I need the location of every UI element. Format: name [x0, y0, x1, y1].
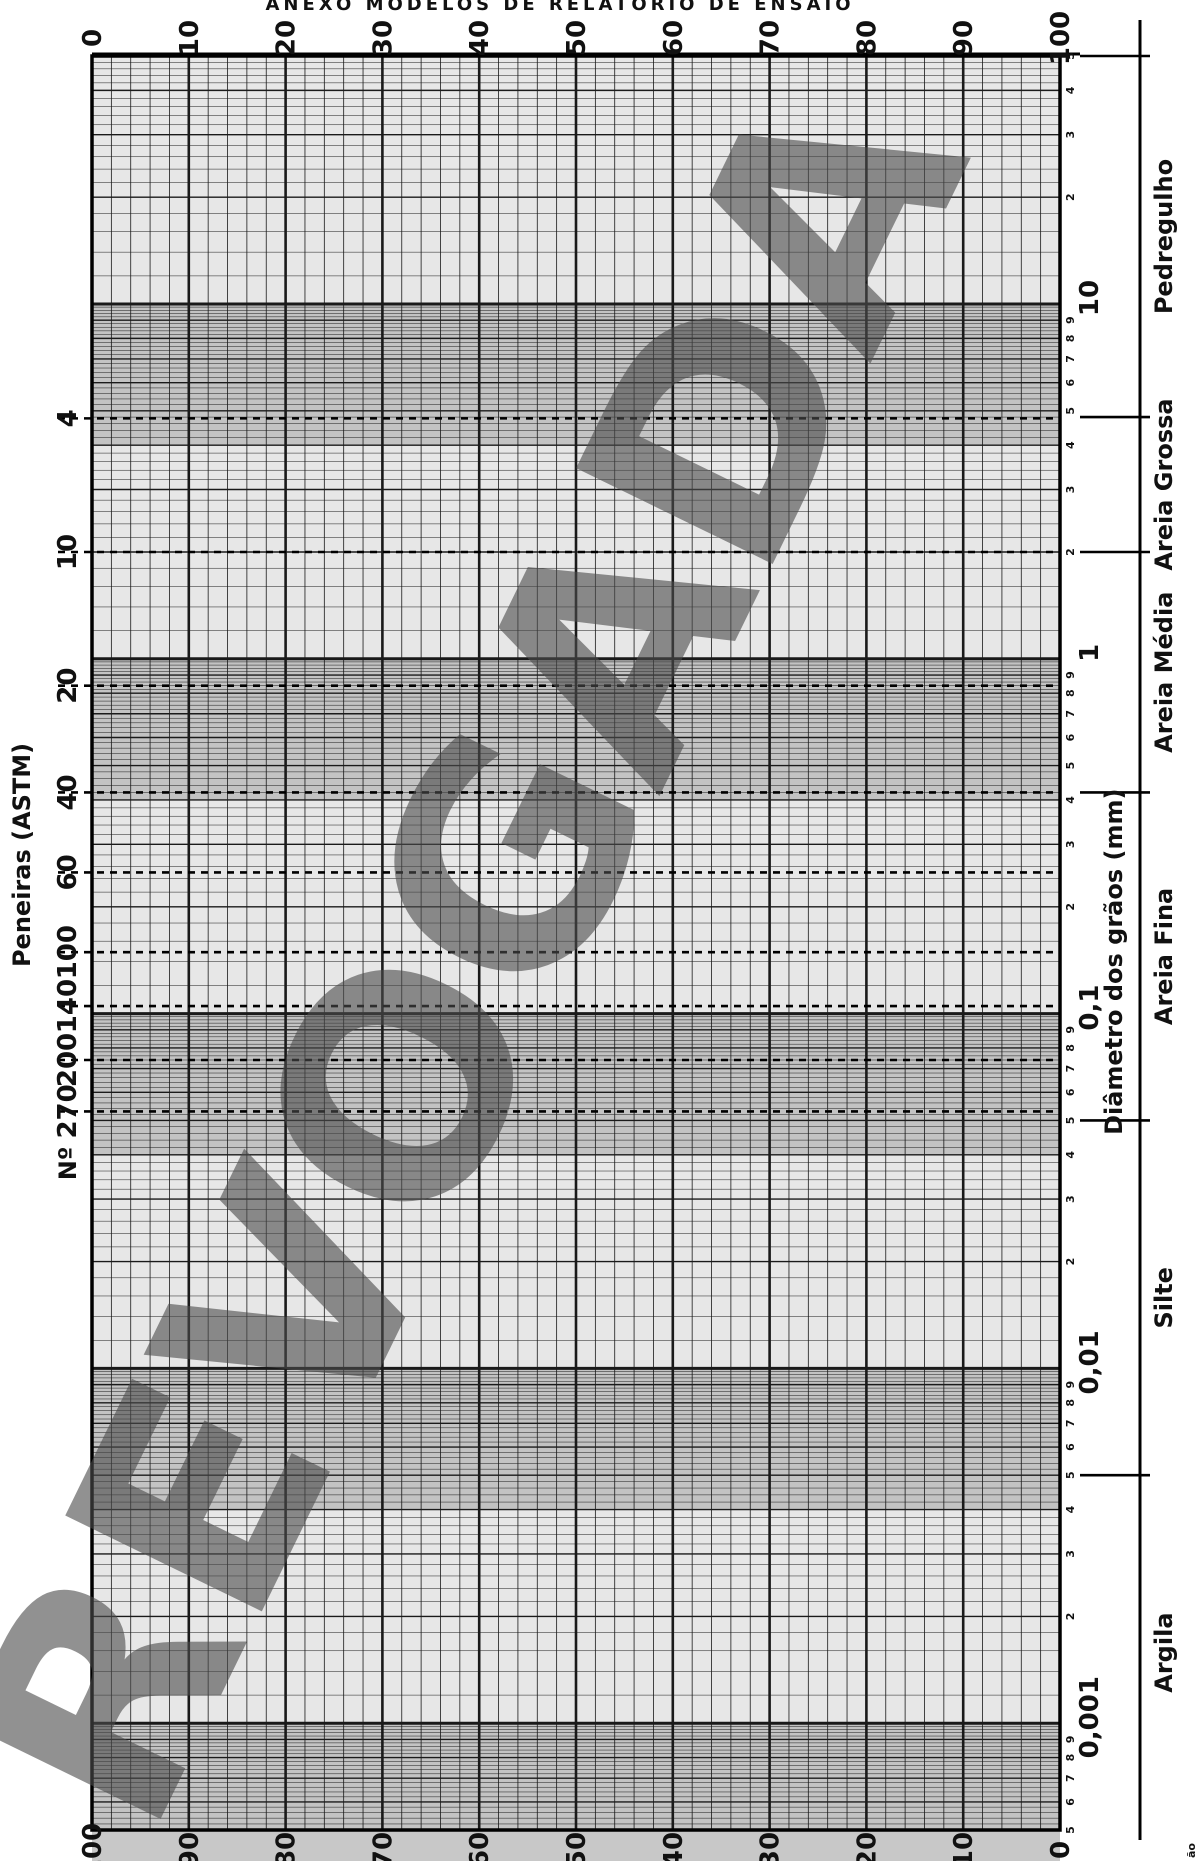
diameter-tick-0,01: 0,01 [1075, 1330, 1105, 1394]
minor-digit: 6 [1064, 1088, 1077, 1096]
right-tick-80: 80 [272, 1832, 302, 1861]
minor-digit: 8 [1064, 1754, 1077, 1762]
minor-digit: 7 [1064, 1065, 1077, 1073]
minor-digit: 4 [1064, 796, 1077, 804]
minor-digit: 4 [1064, 1505, 1077, 1513]
sieve-label-10: 10 [53, 534, 83, 570]
minor-digit: 7 [1064, 355, 1077, 363]
minor-digit: 3 [1064, 1195, 1077, 1203]
minor-digit: 5 [1064, 1471, 1077, 1479]
left-tick-20: 20 [272, 20, 302, 56]
corner-note: ão [1185, 1843, 1198, 1858]
right-tick-0: 0 [1046, 1841, 1076, 1859]
minor-digit: 9 [1064, 316, 1077, 324]
sieve-label-140: 140 [53, 979, 83, 1033]
minor-digit: 3 [1064, 1550, 1077, 1558]
left-tick-0: 0 [78, 29, 108, 47]
diameter-tick-0,1: 0,1 [1075, 985, 1105, 1031]
sieve-label-270: 270 [53, 1084, 83, 1138]
right-tick-70: 70 [368, 1832, 398, 1861]
minor-digit: 3 [1064, 840, 1077, 848]
soil-class-argila: Argila [1150, 1612, 1178, 1692]
left-tick-70: 70 [756, 20, 786, 56]
left-tick-100: 100 [1046, 11, 1076, 65]
minor-digit: 6 [1064, 1443, 1077, 1451]
minor-digit: 3 [1064, 131, 1077, 139]
minor-digit: 8 [1064, 1044, 1077, 1052]
minor-digit: 7 [1064, 710, 1077, 718]
left-tick-80: 80 [852, 20, 882, 56]
right-tick-50: 50 [562, 1832, 592, 1861]
left-tick-10: 10 [175, 20, 205, 56]
minor-digit: 4 [1064, 86, 1077, 94]
left-tick-40: 40 [465, 20, 495, 56]
minor-digit: 4 [1064, 441, 1077, 449]
right-tick-10: 10 [949, 1832, 979, 1861]
soil-class-areia-fina: Areia Fina [1150, 888, 1178, 1025]
x-axis-label: Diâmetro dos grãos (mm) [1100, 789, 1128, 1135]
left-tick-30: 30 [368, 20, 398, 56]
sieve-label-60: 60 [53, 854, 83, 890]
sieve-label-100: 100 [53, 925, 83, 979]
minor-digit: 9 [1064, 1381, 1077, 1389]
minor-digit: 6 [1064, 1798, 1077, 1806]
sieve-label-40: 40 [53, 774, 83, 810]
sieve-lines [58, 417, 1060, 1113]
right-axis-ticks: 100 90 80 70 60 50 40 30 20 10 0 [78, 1823, 1076, 1861]
minor-digit: 5 [1064, 1826, 1077, 1834]
chart-grid [90, 20, 1142, 1840]
plot-frame [90, 54, 1062, 1832]
sieve-label-20: 20 [53, 668, 83, 704]
sieve-prefix: Nº [54, 1147, 82, 1181]
left-tick-60: 60 [659, 20, 689, 56]
minor-digit: 2 [1064, 548, 1077, 556]
minor-digit: 5 [1064, 1117, 1077, 1125]
diameter-tick-10: 10 [1075, 280, 1105, 316]
right-tick-30: 30 [756, 1832, 786, 1861]
minor-digit: 5 [1064, 407, 1077, 415]
right-tick-20: 20 [852, 1832, 882, 1861]
diameter-tick-0,001: 0,001 [1075, 1676, 1105, 1758]
minor-digit: 3 [1064, 486, 1077, 494]
minor-digit: 5 [1064, 52, 1077, 60]
diameter-axis-ticks: 0,001 0,01 0,1 1 10 [1075, 280, 1105, 1758]
soil-class-pedregulho: Pedregulho [1150, 159, 1178, 314]
left-axis-ticks: 0 10 20 30 40 50 60 70 80 90 100 [78, 11, 1076, 65]
minor-digit: 2 [1064, 1258, 1077, 1266]
soil-class-areia-m-dia: Areia Média [1150, 592, 1178, 753]
left-tick-90: 90 [949, 20, 979, 56]
axis-titles: Diâmetro dos grãos (mm) Peneiras (ASTM) … [8, 0, 1198, 1858]
left-tick-50: 50 [562, 20, 592, 56]
minor-digit: 8 [1064, 335, 1077, 343]
chart-title: ANEXO MODELOS DE RELATÓRIO DE ENSAIO [265, 0, 854, 15]
sieve-axis-label: Peneiras (ASTM) [8, 743, 36, 967]
minor-digit: 2 [1064, 193, 1077, 201]
soil-class-silte: Silte [1150, 1267, 1178, 1329]
minor-digit: 8 [1064, 1399, 1077, 1407]
diameter-tick-1: 1 [1075, 644, 1105, 662]
sieve-label-200: 200 [53, 1033, 83, 1087]
minor-digit: 7 [1064, 1420, 1077, 1428]
minor-digit: 4 [1064, 1151, 1077, 1159]
minor-digit: 2 [1064, 903, 1077, 911]
right-tick-60: 60 [465, 1832, 495, 1861]
right-tick-90: 90 [175, 1832, 205, 1861]
minor-digit: 5 [1064, 762, 1077, 770]
minor-digit: 6 [1064, 733, 1077, 741]
minor-digit: 9 [1064, 1026, 1077, 1034]
diameter-minor-digits: 5 6 7 8 9 2 3 4 5 6 7 8 9 2 3 4 5 6 7 8 9 2 3 4 5 6 7 8 9 2 3 4 5 6 7 8 9 2 3 4… [1064, 52, 1077, 1834]
minor-digit: 9 [1064, 671, 1077, 679]
soil-class-band: Argila Silte Areia Fina Areia Média Areia Gr… [1080, 54, 1178, 1693]
minor-digit: 2 [1064, 1613, 1077, 1621]
right-tick-40: 40 [659, 1832, 689, 1861]
minor-digit: 7 [1064, 1774, 1077, 1782]
sieve-label-4: 4 [53, 409, 83, 427]
soil-class-areia-grossa: Areia Grossa [1150, 398, 1178, 570]
minor-digit: 6 [1064, 379, 1077, 387]
right-tick-100: 100 [78, 1823, 108, 1861]
minor-digit: 9 [1064, 1736, 1077, 1744]
minor-digit: 8 [1064, 689, 1077, 697]
